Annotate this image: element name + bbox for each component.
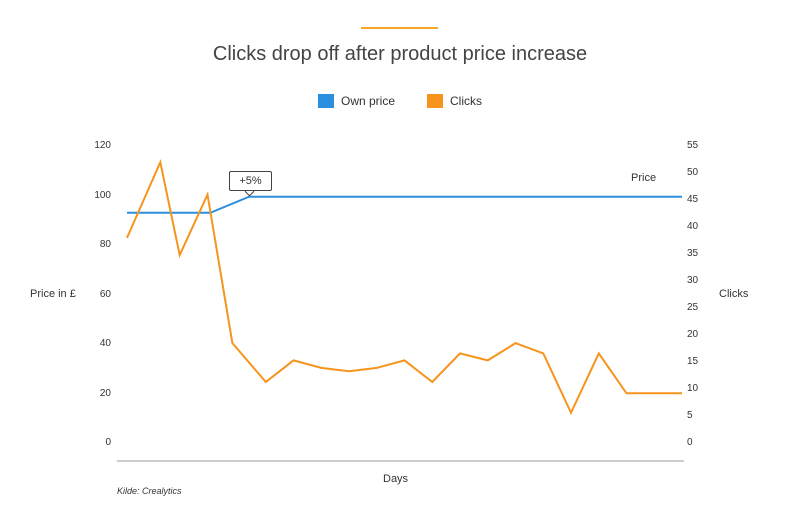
y-axis-right-tick-label: 10 bbox=[687, 383, 699, 394]
y-axis-left-tick-label: 80 bbox=[99, 239, 111, 250]
y-axis-right-tick-label: 40 bbox=[687, 221, 699, 232]
y-axis-left-tick-label: 100 bbox=[94, 189, 111, 201]
y-axis-right-title: Clicks bbox=[719, 288, 749, 300]
legend-item-own-price[interactable]: Own price bbox=[317, 94, 396, 108]
chart-title: Clicks drop off after product price incr… bbox=[212, 43, 588, 65]
y-axis-right-tick-label: 0 bbox=[687, 437, 693, 448]
y-axis-right-tick-label: 25 bbox=[687, 302, 699, 313]
y-axis-right-tick-label: 50 bbox=[687, 167, 699, 178]
y-axis-right-tick-label: 5 bbox=[687, 410, 693, 421]
y-axis-left-tick-label: 20 bbox=[99, 387, 111, 399]
series-layer bbox=[126, 158, 682, 416]
y-axis-right-tick-label: 55 bbox=[687, 140, 699, 151]
y-axis-right-tick-label: 35 bbox=[687, 248, 699, 259]
legend-label-clicks: Clicks bbox=[450, 94, 483, 108]
price-increase-annotation: +5% bbox=[229, 171, 272, 191]
y-axis-left-tick-label: 60 bbox=[99, 288, 111, 300]
y-axis-right-tick-label: 45 bbox=[687, 194, 699, 205]
legend-swatch-clicks bbox=[427, 94, 444, 108]
y-axis-left-tick-label: 40 bbox=[99, 338, 111, 349]
y-axis-right-tick-label: 30 bbox=[687, 275, 699, 286]
legend-swatch-own-price bbox=[317, 94, 334, 108]
price-series-end-label: Price bbox=[631, 172, 656, 184]
y-axis-left-title: Price in £ bbox=[30, 288, 76, 300]
series-line-clicks bbox=[126, 158, 682, 416]
title-accent-line bbox=[361, 27, 438, 29]
source-note: Kilde: Crealytics bbox=[117, 486, 182, 496]
legend-label-own-price: Own price bbox=[340, 94, 396, 108]
y-axis-right-tick-label: 20 bbox=[687, 329, 699, 340]
y-axis-left-tick-label: 120 bbox=[94, 140, 111, 151]
legend-item-clicks[interactable]: Clicks bbox=[427, 94, 482, 108]
y-axis-left-tick-label: 0 bbox=[105, 437, 111, 448]
series-line-own-price bbox=[127, 195, 682, 214]
x-axis-title: Days bbox=[383, 473, 409, 485]
legend: Own price Clicks bbox=[0, 94, 800, 108]
y-axis-right-tick-label: 15 bbox=[687, 356, 699, 367]
